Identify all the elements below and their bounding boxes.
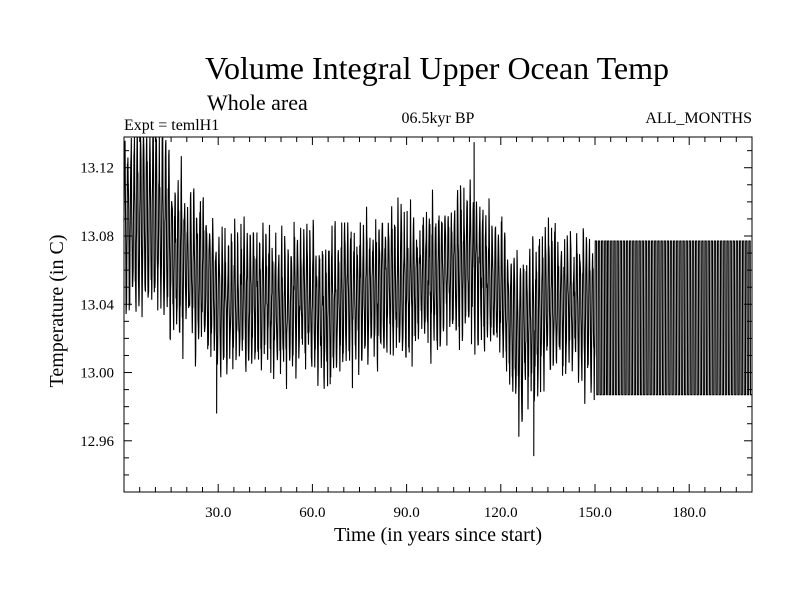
x-axis-label: Time (in years since start) [334,524,542,546]
series-line [123,136,752,457]
y-tick-label: 13.08 [80,229,114,245]
x-axis: 30.0 60.0 90.0 120.0 150.0 180.0 [139,137,737,521]
plot-area [123,136,752,457]
x-tick-label: 120.0 [484,505,518,521]
x-tick-label: 60.0 [299,505,325,521]
chart-title: Volume Integral Upper Ocean Temp [205,50,669,86]
chart-subtitle: Whole area [207,90,308,115]
x-tick-label: 150.0 [578,505,612,521]
plot-frame [123,136,753,493]
y-tick-label: 12.96 [80,434,114,450]
y-axis: 12.96 13.00 13.04 13.08 13.12 [80,150,752,476]
months-label: ALL_MONTHS [645,110,752,127]
x-tick-label: 30.0 [205,505,231,521]
period-label: 06.5kyr BP [402,110,475,127]
experiment-label: Expt = temlH1 [124,117,219,134]
x-tick-label: 180.0 [672,505,706,521]
y-tick-label: 13.04 [80,297,114,313]
x-tick-label: 90.0 [393,505,419,521]
y-tick-label: 13.00 [80,366,114,382]
y-tick-label: 13.12 [80,161,114,177]
y-axis-label: Temperature (in C) [46,235,68,388]
